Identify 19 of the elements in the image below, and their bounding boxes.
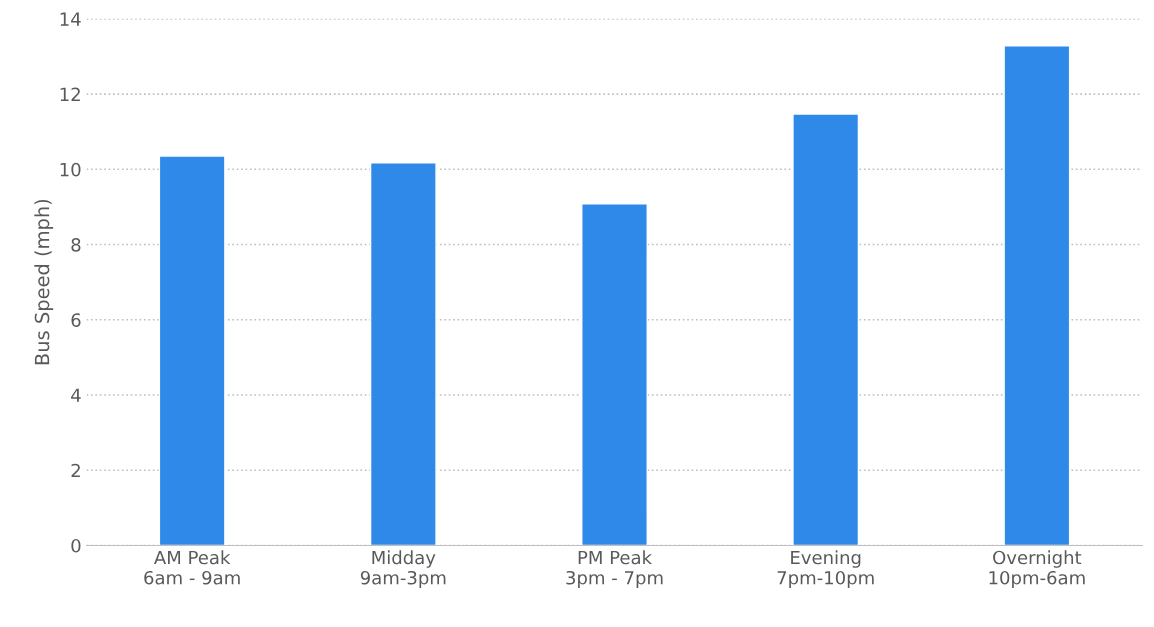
y-tick-label: 4	[71, 388, 81, 402]
bar	[792, 113, 860, 546]
bar	[369, 162, 437, 546]
y-tick-label: 12	[60, 87, 80, 101]
y-tick-label: 8	[71, 237, 81, 252]
x-tick-label: AM Peak 6am - 9am	[144, 550, 240, 585]
y-tick-label: 6	[71, 313, 81, 327]
x-tick-label: Evening 7pm-10pm	[777, 550, 874, 589]
bar	[158, 155, 226, 546]
y-tick-label: 14	[60, 12, 81, 26]
y-axis-title: Bus Speed (mph)	[34, 199, 54, 365]
x-tick-label: PM Peak 3pm - 7pm	[566, 550, 663, 589]
y-tick-label: 2	[71, 463, 80, 478]
y-tick-label: 10	[60, 162, 81, 177]
y-tick-label: 0	[71, 538, 81, 553]
bar	[1003, 45, 1071, 546]
x-tick-label: Overnight 10pm-6am	[989, 550, 1085, 589]
bar	[581, 203, 648, 546]
x-tick-label: Midday 9am-3pm	[360, 550, 446, 589]
